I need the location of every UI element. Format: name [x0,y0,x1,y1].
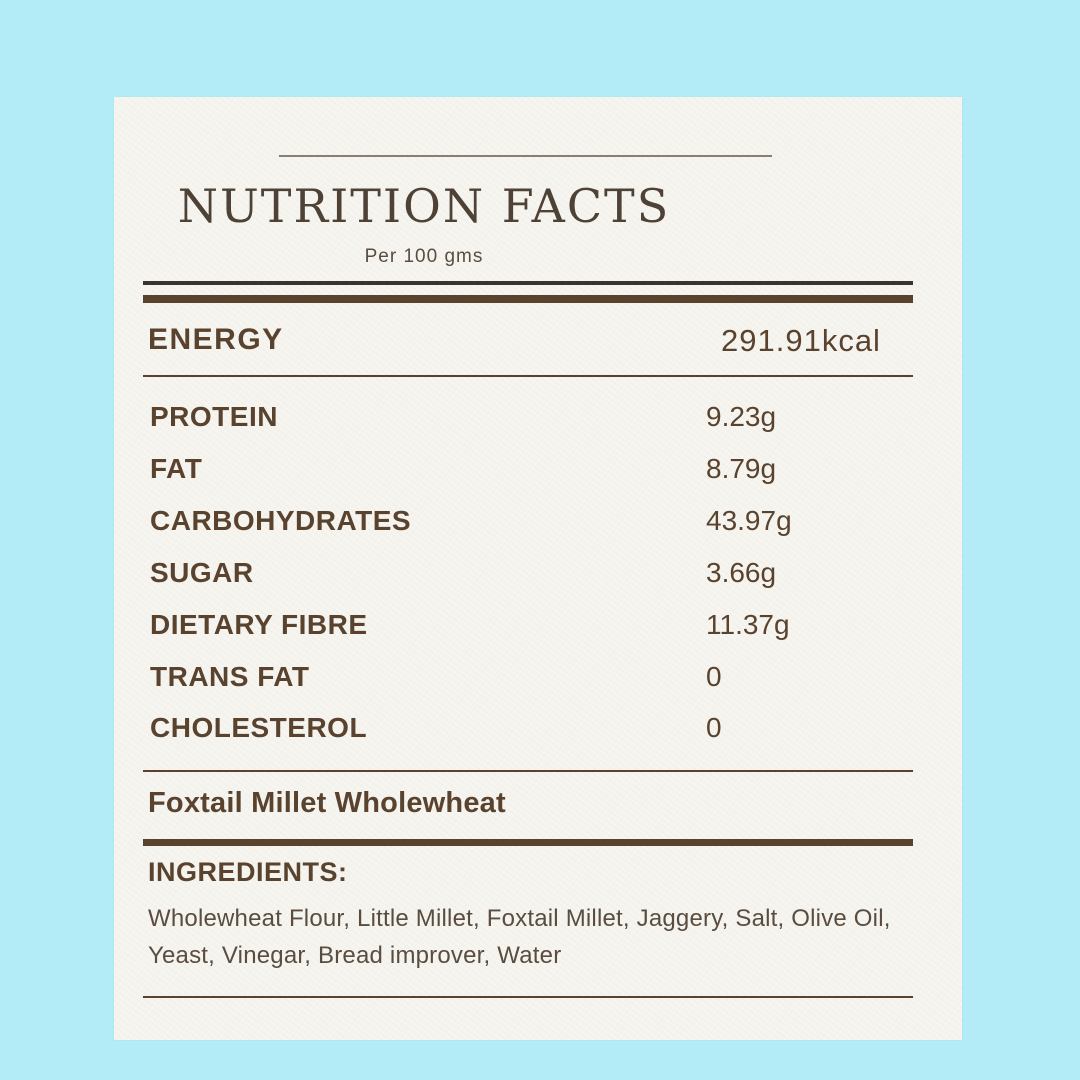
serving-size: Per 100 gms [364,246,484,267]
nutrient-value-fat: 8.79g [706,453,777,484]
nutrient-value-cholesterol: 0 [706,712,722,743]
ingredients-heading: INGREDIENTS: [148,857,348,887]
nutrient-label-sugar: SUGAR [150,557,254,588]
nutrient-value-dietary-fibre: 11.37g [706,609,790,640]
header-rule-dark [143,281,913,285]
nutrition-card [114,97,962,1040]
nutrient-label-trans-fat: TRANS FAT [150,661,310,692]
bottom-rule [143,996,913,998]
nutrient-value-carbohydrates: 43.97g [706,505,792,536]
nutrient-label-cholesterol: CHOLESTEROL [150,712,368,743]
nutrient-label-fat: FAT [150,453,203,484]
energy-label: ENERGY [148,323,284,356]
page-title: NUTRITION FACTS [177,179,671,233]
nutrient-value-trans-fat: 0 [706,661,722,692]
product-name: Foxtail Millet Wholewheat [148,787,506,819]
nutrient-label-protein: PROTEIN [150,401,278,432]
nutrient-label-carbohydrates: CARBOHYDRATES [150,505,412,536]
energy-value: 291.91kcal [721,323,881,358]
nutrients-rule [143,770,913,772]
energy-rule [143,375,913,377]
nutrient-value-protein: 9.23g [706,401,777,432]
ingredients-list: Wholewheat Flour, Little Millet, Foxtail… [148,905,891,969]
nutrient-value-sugar: 3.66g [706,557,777,588]
top-rule [279,155,772,157]
product-rule [143,839,913,846]
header-rule-brown [143,295,913,303]
nutrient-label-dietary-fibre: DIETARY FIBRE [150,609,368,640]
